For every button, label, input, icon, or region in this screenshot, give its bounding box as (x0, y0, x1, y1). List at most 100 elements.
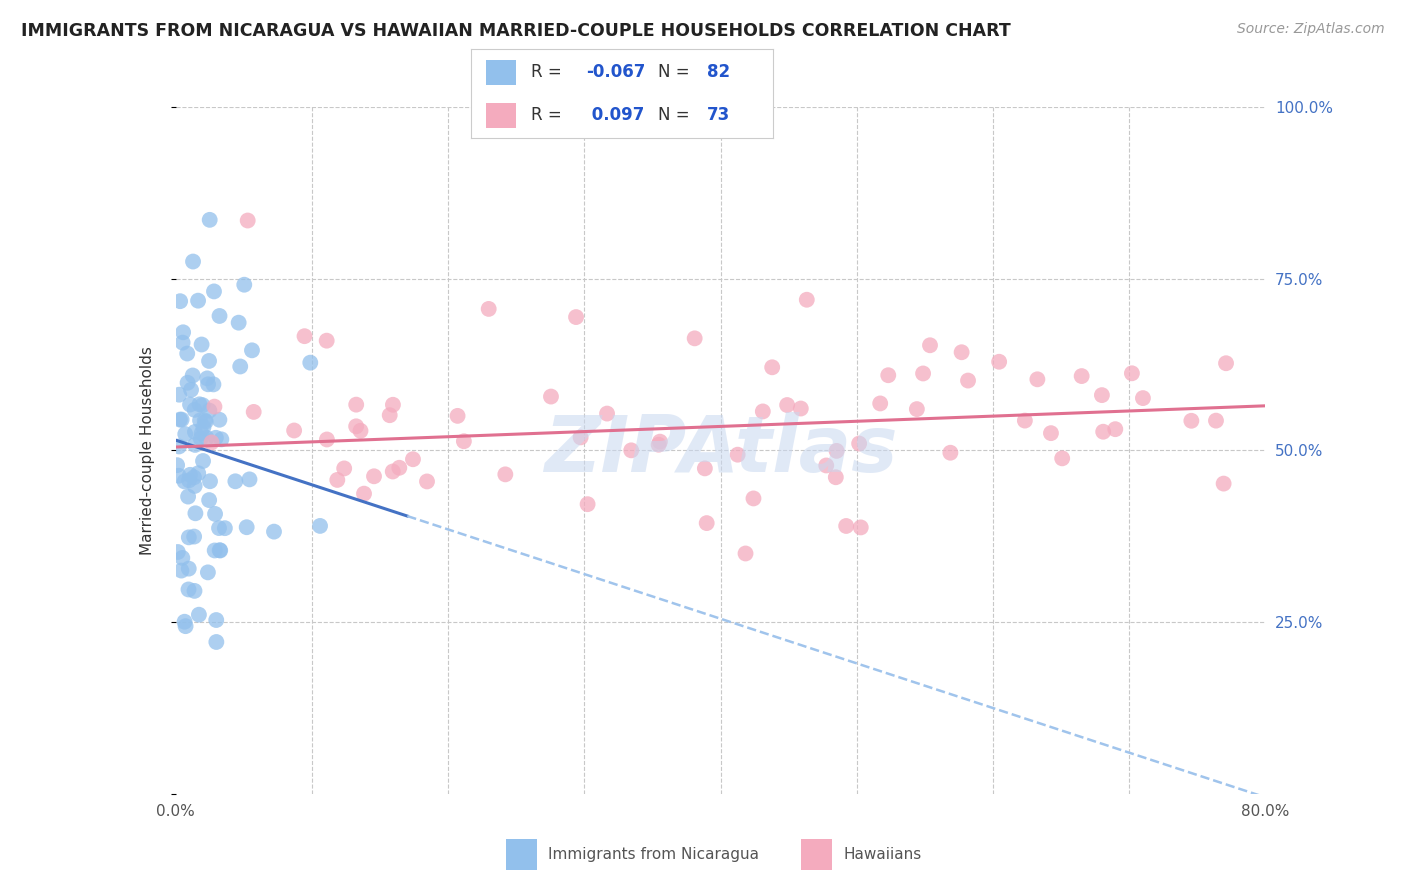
Point (235, 520, 257, 534)
Point (198, 212, 221, 227)
Point (204, 507, 226, 521)
Point (494, 467, 516, 482)
Point (742, 491, 765, 506)
Point (1104, 422, 1126, 436)
Text: 0.097: 0.097 (586, 105, 644, 124)
Point (187, 293, 209, 308)
Point (172, 550, 194, 565)
Point (194, 415, 217, 429)
Point (183, 403, 205, 417)
Point (1121, 366, 1143, 380)
Point (167, 440, 190, 454)
Point (197, 377, 219, 392)
Point (188, 397, 211, 411)
Point (224, 475, 246, 489)
Text: N =: N = (658, 62, 696, 81)
Point (204, 400, 226, 414)
Point (576, 497, 599, 511)
Point (824, 470, 846, 484)
Point (205, 431, 228, 445)
Text: 73: 73 (707, 105, 730, 124)
Point (1091, 388, 1114, 402)
Text: R =: R = (531, 105, 568, 124)
Point (849, 520, 872, 534)
Point (174, 619, 197, 633)
Point (333, 461, 356, 475)
Point (869, 396, 891, 410)
Point (172, 335, 194, 350)
Point (1070, 369, 1092, 384)
Point (693, 461, 716, 475)
Point (565, 310, 588, 324)
Point (939, 446, 962, 460)
Point (1050, 451, 1073, 466)
Point (540, 390, 562, 404)
Point (170, 564, 193, 578)
Point (315, 334, 337, 348)
Point (177, 561, 200, 575)
Point (209, 543, 232, 558)
Point (1092, 425, 1115, 439)
Point (1132, 391, 1154, 405)
Point (236, 213, 259, 227)
Point (905, 402, 928, 417)
FancyBboxPatch shape (486, 103, 516, 128)
Point (194, 413, 217, 427)
Point (238, 472, 260, 486)
Point (446, 409, 468, 423)
Point (177, 490, 200, 504)
Point (202, 285, 225, 299)
Point (381, 398, 404, 412)
Point (378, 408, 401, 422)
Point (647, 438, 669, 452)
Point (180, 383, 202, 397)
Point (596, 407, 619, 421)
Point (761, 360, 783, 375)
Point (184, 425, 207, 439)
Point (299, 356, 322, 370)
Point (776, 398, 799, 412)
Point (190, 432, 212, 446)
Point (183, 470, 205, 484)
Point (177, 473, 200, 487)
Point (796, 293, 818, 307)
Point (957, 374, 980, 388)
Point (200, 435, 222, 450)
Point (696, 516, 718, 530)
Point (344, 419, 367, 434)
Point (198, 354, 221, 368)
Point (309, 519, 332, 533)
Point (1014, 414, 1036, 428)
Point (912, 367, 935, 381)
Point (187, 467, 209, 481)
Point (950, 345, 973, 359)
Point (208, 543, 231, 558)
Point (326, 473, 349, 487)
Point (208, 413, 231, 427)
Point (204, 543, 226, 558)
Point (172, 326, 194, 340)
Point (416, 475, 439, 489)
Point (190, 337, 212, 351)
Point (727, 448, 749, 462)
Point (294, 329, 316, 343)
Point (316, 433, 339, 447)
Point (353, 486, 375, 500)
Point (381, 465, 404, 479)
Text: R =: R = (531, 62, 568, 81)
Point (402, 452, 425, 467)
Point (191, 454, 214, 468)
Point (177, 530, 200, 544)
Point (205, 635, 228, 649)
Point (179, 467, 201, 482)
Point (174, 427, 197, 442)
Point (388, 460, 411, 475)
Point (167, 387, 190, 401)
Point (233, 277, 256, 292)
Point (453, 434, 475, 449)
FancyBboxPatch shape (486, 60, 516, 85)
Point (620, 443, 643, 458)
Text: IMMIGRANTS FROM NICARAGUA VS HAWAIIAN MARRIED-COUPLE HOUSEHOLDS CORRELATION CHAR: IMMIGRANTS FROM NICARAGUA VS HAWAIIAN MA… (21, 22, 1011, 40)
Point (190, 426, 212, 441)
Point (242, 405, 264, 419)
